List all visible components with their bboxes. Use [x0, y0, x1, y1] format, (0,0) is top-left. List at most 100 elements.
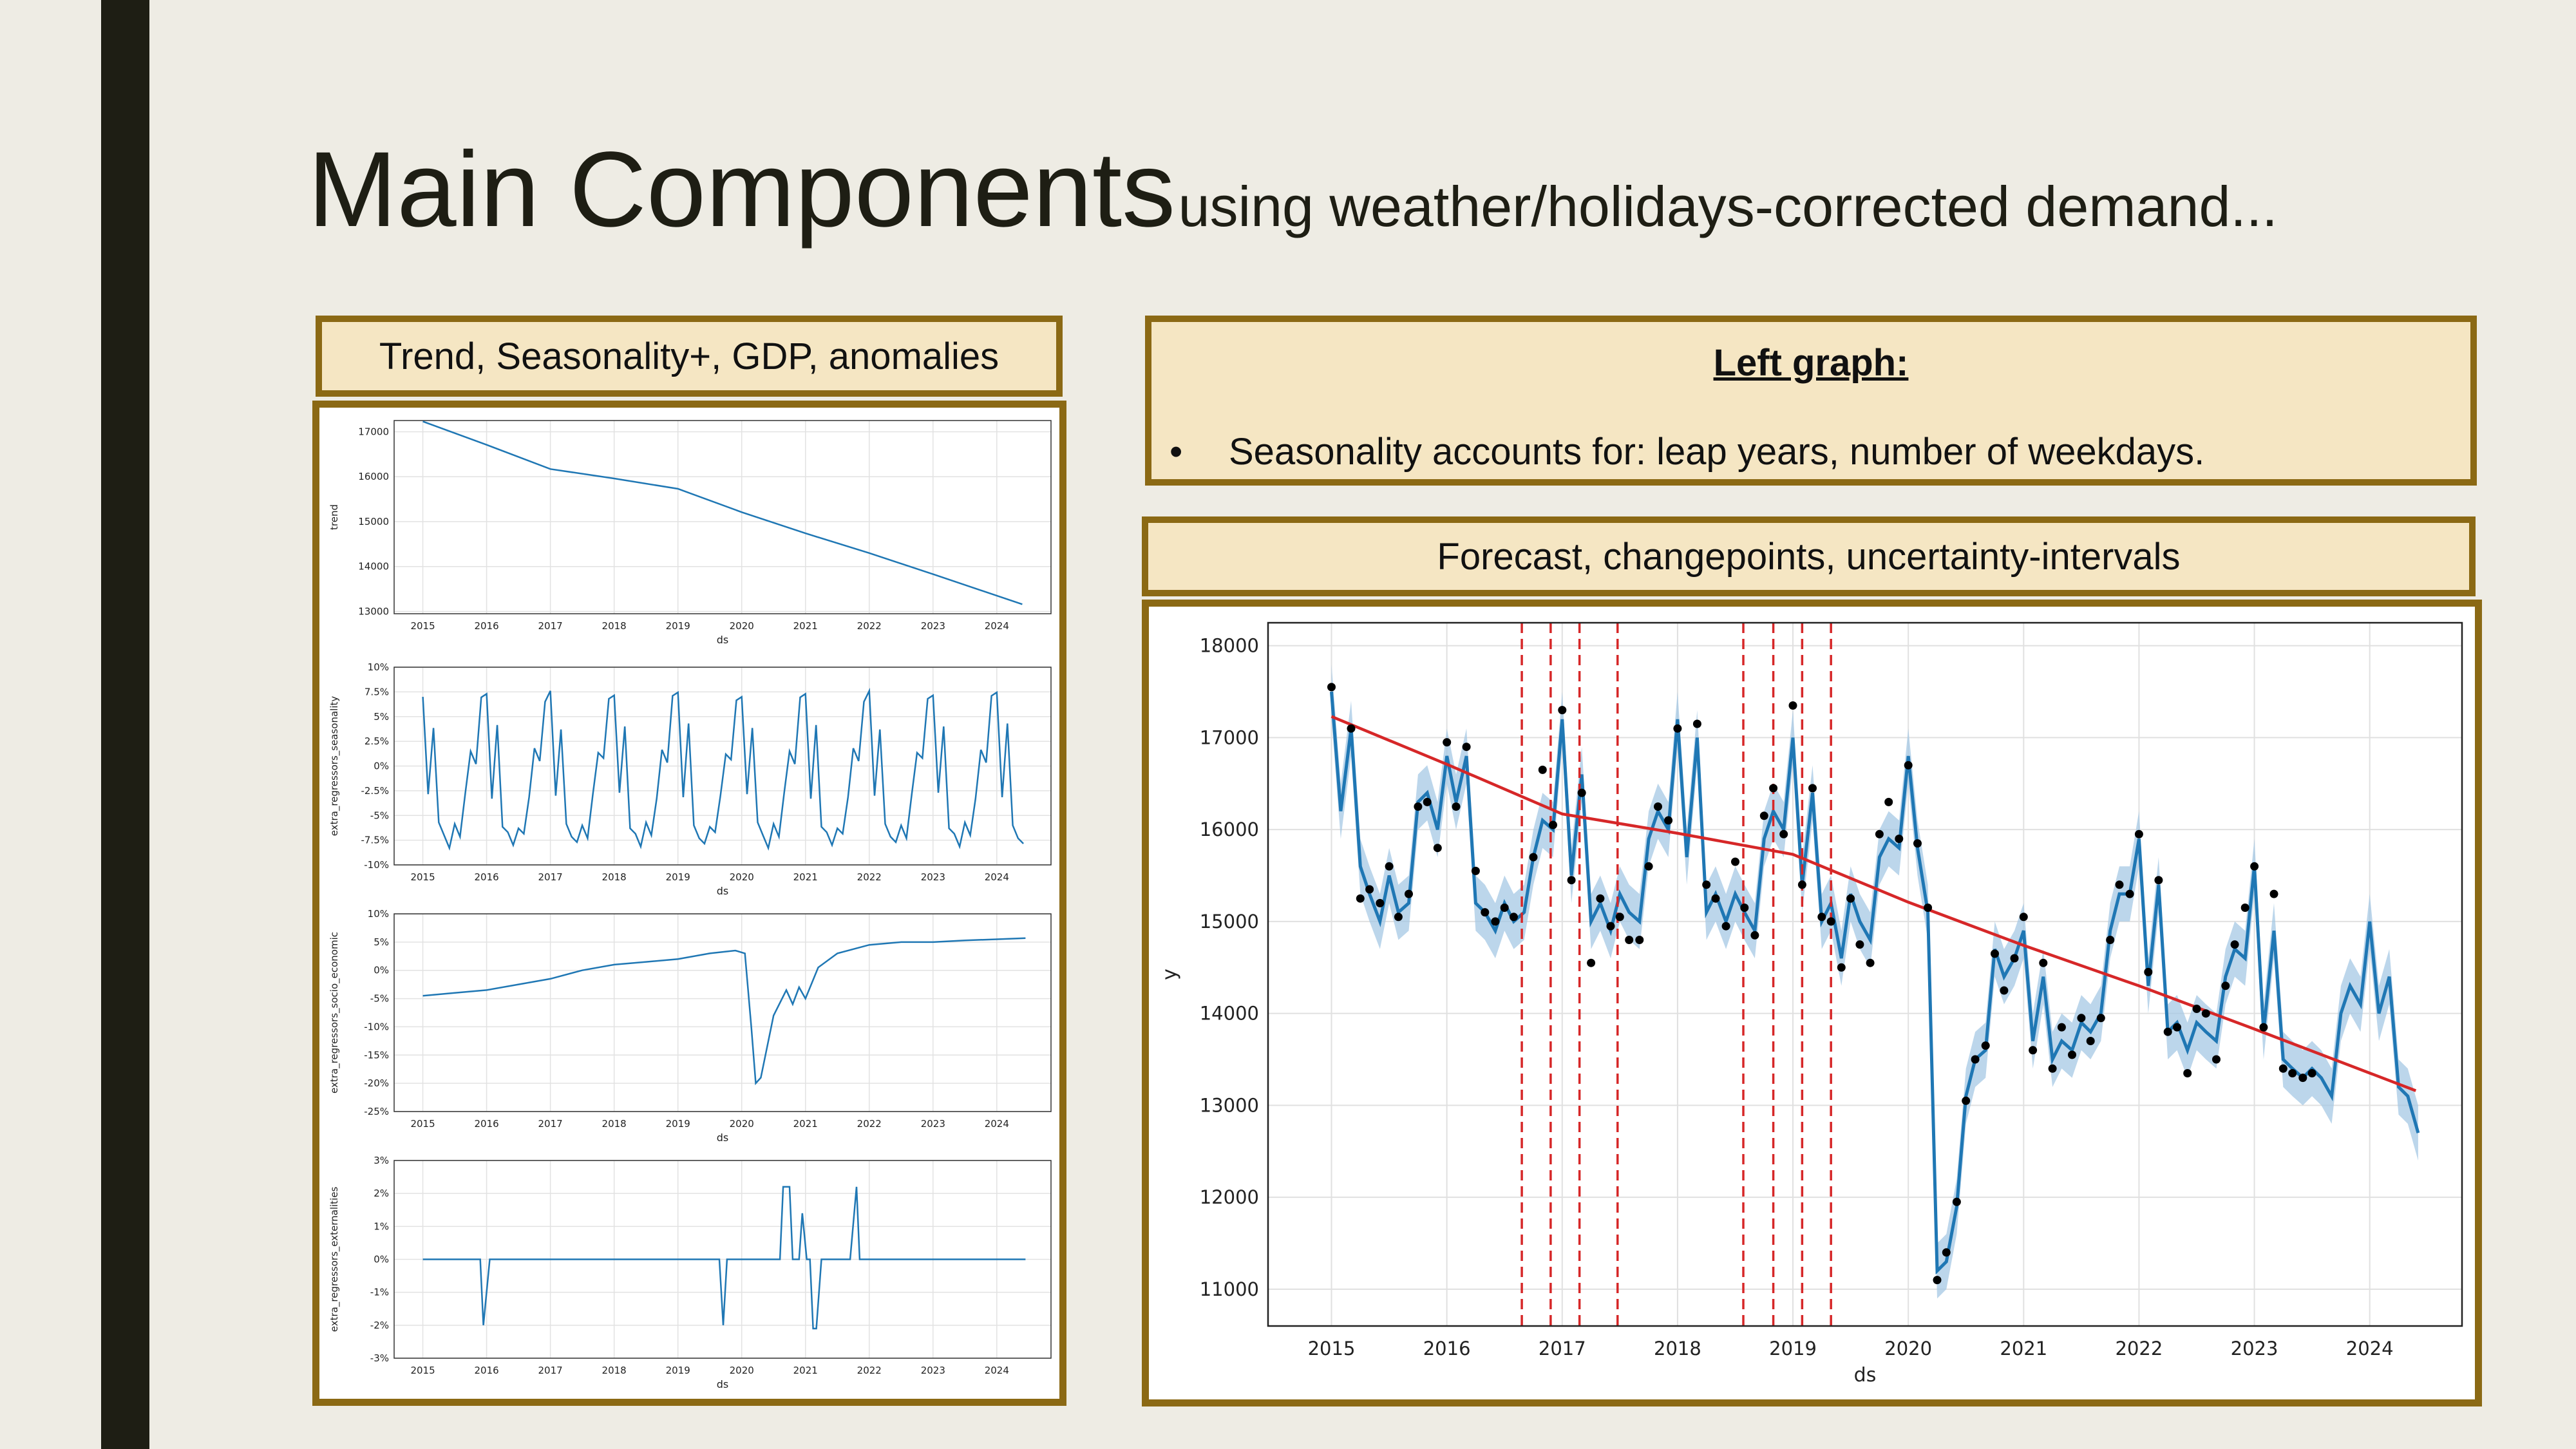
y-tick-label: 0% — [374, 761, 389, 772]
x-tick-label: 2017 — [538, 620, 563, 632]
y-tick-label: 5% — [374, 711, 389, 723]
x-tick-label: 2019 — [666, 871, 690, 883]
observed-point — [2048, 1064, 2057, 1073]
observed-point — [1625, 936, 1634, 944]
x-tick-label: 2017 — [538, 871, 563, 883]
y-tick-label: 2.5% — [365, 735, 389, 747]
x-axis-label: ds — [717, 885, 729, 897]
y-tick-label: -3% — [370, 1352, 389, 1364]
observed-point — [1981, 1041, 1990, 1050]
observed-point — [2000, 986, 2009, 995]
x-tick-label: 2018 — [602, 1118, 627, 1130]
observed-point — [1491, 917, 1500, 926]
observed-point — [1924, 904, 1933, 912]
y-axis-label: y — [1159, 969, 1181, 980]
observed-point — [1962, 1096, 1971, 1105]
y-tick-label: 10% — [368, 908, 389, 920]
observed-point — [1414, 802, 1423, 811]
y-tick-label: 0% — [374, 1254, 389, 1265]
x-axis-label: ds — [717, 1378, 729, 1390]
x-tick-label: 2024 — [2346, 1338, 2394, 1359]
observed-point — [2250, 862, 2259, 871]
x-tick-label: 2024 — [985, 620, 1009, 632]
plot-frame — [393, 667, 1052, 866]
component-panel-0: 17000 16000 15000 14000 13000 2015 2016 2017 201… — [328, 420, 1052, 646]
x-tick-label: 2018 — [602, 1365, 627, 1376]
right-chart-header: Forecast, changepoints, uncertainty-inte… — [1142, 516, 2476, 596]
y-tick-label: 5% — [374, 936, 389, 948]
series-line — [422, 1186, 1026, 1330]
x-tick-label: 2023 — [2231, 1338, 2278, 1359]
observed-point — [1788, 701, 1797, 710]
x-tick-label: 2016 — [474, 620, 498, 632]
observed-point — [2154, 876, 2163, 885]
observed-point — [1711, 894, 1720, 903]
observed-point — [1558, 706, 1567, 715]
y-tick-label: 15000 — [358, 516, 389, 527]
observed-point — [2240, 904, 2249, 912]
x-tick-label: 2017 — [1539, 1338, 1586, 1359]
y-tick-label: -2% — [370, 1320, 389, 1331]
components-charts: 17000 16000 15000 14000 13000 2015 2016 2017 201… — [328, 420, 1052, 1390]
observed-point — [2173, 1023, 2181, 1032]
observed-point — [1327, 683, 1336, 692]
observed-point — [1826, 917, 1835, 926]
observed-point — [2259, 1023, 2268, 1032]
observed-point — [1971, 1055, 1980, 1064]
observed-point — [2068, 1050, 2076, 1059]
observed-point — [1376, 898, 1385, 907]
x-tick-label: 2018 — [602, 620, 627, 632]
x-tick-label: 2020 — [730, 1118, 754, 1130]
y-tick-label: -10% — [364, 859, 389, 871]
observed-point — [1884, 797, 1893, 806]
observed-point — [1855, 940, 1864, 949]
uncertainty-band — [1331, 664, 2418, 1299]
observed-point — [1394, 913, 1403, 922]
series-line — [422, 421, 1023, 605]
x-tick-label: 2016 — [474, 871, 498, 883]
y-tick-label: -10% — [364, 1021, 389, 1032]
observed-point — [1385, 862, 1394, 871]
plot-frame — [393, 1160, 1052, 1359]
x-tick-label: 2018 — [1654, 1338, 1701, 1359]
component-panel-3: 3% 2% 1% 0% -1% -2% -3% 2015 2016 2017 2018 2019 202… — [328, 1155, 1052, 1390]
side-accent-bar — [101, 0, 149, 1449]
forecast-chart-frame: 18000 17000 16000 15000 14000 13000 12000 11000… — [1142, 600, 2482, 1406]
observed-point — [1837, 963, 1846, 972]
observed-point — [1644, 862, 1653, 871]
observed-point — [2125, 889, 2134, 898]
y-tick-label: -5% — [370, 810, 389, 821]
x-tick-label: 2016 — [474, 1118, 498, 1130]
y-axis-label: trend — [328, 504, 340, 530]
y-tick-label: 10% — [368, 661, 389, 673]
y-tick-label: 7.5% — [365, 686, 389, 697]
y-tick-label: -25% — [364, 1106, 389, 1117]
observed-point — [1895, 835, 1904, 843]
observed-point — [2230, 940, 2239, 949]
observed-point — [2057, 1023, 2066, 1032]
observed-point — [1549, 820, 1557, 829]
observed-point — [1933, 1276, 1942, 1285]
x-tick-label: 2015 — [410, 1118, 435, 1130]
observed-point — [2288, 1069, 2297, 1077]
y-tick-label: 12000 — [1200, 1186, 1259, 1208]
observed-point — [1866, 958, 1875, 967]
y-tick-label: -5% — [370, 993, 389, 1005]
plot-frame — [393, 420, 1052, 614]
observed-point — [1577, 788, 1586, 797]
components-chart-frame: 17000 16000 15000 14000 13000 2015 2016 2017 201… — [312, 401, 1066, 1406]
series-line — [422, 687, 1024, 851]
observed-point — [1721, 922, 1730, 931]
x-axis-label: ds — [717, 1132, 729, 1144]
observed-point — [2298, 1074, 2307, 1083]
x-tick-label: 2017 — [538, 1118, 563, 1130]
x-tick-label: 2021 — [793, 1365, 818, 1376]
observed-point — [1433, 844, 1442, 853]
component-panel-1: 10% 7.5% 5% 2.5% 0% -2.5% -5% -7.5% -10% 2015 2016… — [328, 661, 1052, 897]
y-tick-label: 3% — [374, 1155, 389, 1166]
x-tick-label: 2024 — [985, 1118, 1009, 1130]
observed-point — [2010, 954, 2019, 963]
y-tick-label: 17000 — [358, 426, 389, 437]
observed-point — [1635, 936, 1644, 944]
observed-point — [2096, 1014, 2105, 1023]
